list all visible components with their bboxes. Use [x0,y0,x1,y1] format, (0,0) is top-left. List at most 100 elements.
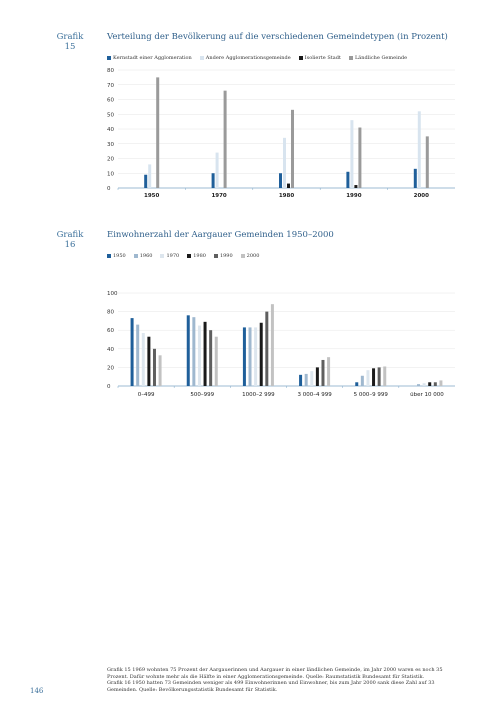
chart2-bar [321,359,325,386]
chart2-bar [377,367,381,386]
chart1-y-tick-label: 0 [107,186,111,192]
chart2-bar [152,348,156,386]
chart2-category-label: 0–499 [138,392,155,398]
chart1-legend: Kernstadt einer Agglomeration Andere Agg… [107,55,407,61]
chart1-y-tick-label: 50 [107,112,114,118]
chart2-y-tick-label: 40 [107,347,114,353]
chart2-bar [130,318,134,386]
chart1-y-tick-label: 40 [107,127,114,133]
figure-caption: Grafik 15 1969 wohnten 75 Prozent der Aa… [107,667,457,693]
chart2-bar [383,366,387,386]
chart1-y-tick-label: 10 [107,171,114,177]
chart2-bar [147,336,151,386]
chart1-legend-item: Isolierte Stadt [298,55,341,61]
grafik-15-label: Grafik 15 [56,32,84,52]
chart1-bar [291,109,294,188]
chart1-legend-swatch-2 [298,56,303,60]
chart2-legend-item: 1970 [160,253,179,259]
caption-grafik-15: Grafik 15 1969 wohnten 75 Prozent der Aa… [107,667,443,680]
chart2-y-tick-label: 60 [107,328,114,334]
chart2-category-label: über 10 000 [410,392,444,398]
chart2-bar [360,375,364,386]
chart1-bar [211,173,215,188]
chart2-bar [327,357,331,386]
chart1-y-tick-label: 60 [107,98,114,104]
chart2-bar [141,332,145,386]
grafik-16-label: Grafik 16 [56,230,84,250]
chart1-legend-item: Kernstadt einer Agglomeration [107,55,192,61]
chart2-y-tick-label: 80 [107,310,114,316]
chart1-category-label: 1950 [144,193,159,199]
chart1-legend-label: Andere Agglomerationsgemeinde [205,55,291,61]
chart2-bar [433,382,437,386]
chart1-bar [413,168,417,188]
chart1-bar [223,90,227,188]
chart1-category-label: 2000 [414,193,429,199]
chart2-y-tick-label: 100 [107,291,118,297]
chart1-y-tick-label: 20 [107,157,114,163]
chart2-bar [428,382,432,386]
chart1-y-tick-label: 80 [107,68,114,74]
chart2-bar [214,336,218,386]
chart2-legend-swatch-1 [133,254,138,258]
chart2-category-label: 1000–2 999 [242,392,275,398]
chart2-legend-label: 2000 [246,253,260,259]
chart1-legend-label: Isolierte Stadt [304,55,341,61]
chart2-bar [304,373,308,386]
chart2-legend-swatch-4 [213,254,218,258]
chart2-bar [310,371,314,386]
chart1-y-tick-label: 70 [107,83,114,89]
chart1-category-label: 1970 [211,193,226,199]
chart2-legend-label: 1980 [193,253,206,259]
chart1-bar [215,152,219,188]
page-number: 146 [30,687,44,695]
chart2-bar [366,370,370,386]
chart2-legend: 1950 1960 1970 1980 1990 2000 [107,253,259,259]
chart1-category-label: 1990 [346,193,361,199]
chart2-bar [422,383,426,386]
chart2-bar [186,315,190,386]
chart1-bar [417,111,421,188]
chart1-bar [350,120,354,188]
chart2-bar [259,322,263,386]
chart2-category-label: 500–999 [190,392,214,398]
chart1-legend-label: Kernstadt einer Agglomeration [113,55,192,61]
chart2-legend-label: 1950 [113,253,126,259]
chart2-bar [372,368,376,386]
chart2-bar [136,324,140,386]
chart2-category-label: 3 000–4 999 [297,392,332,398]
chart2-bar [158,355,162,386]
chart1-bar [144,174,148,188]
caption-grafik-16: Grafik 16 1950 hatten 73 Gemeinden wenig… [107,680,435,693]
chart1-legend-swatch-0 [107,56,111,60]
chart2-bar [270,304,274,386]
chart1-bar [358,127,362,188]
chart2-bar [439,380,443,386]
chart2-legend-swatch-0 [107,254,111,258]
chart2-legend-label: 1990 [219,253,233,259]
chart2-bar [417,384,421,386]
chart2-bar [265,311,269,386]
chart2-bar [315,367,319,386]
chart2-bar [192,317,196,386]
chart2-title: Einwohnerzahl der Aargauer Gemeinden 195… [107,230,334,240]
chart2-legend-item: 1960 [133,253,152,259]
chart2-bar [242,327,246,386]
chart1-y-tick-label: 30 [107,142,114,148]
chart2-legend-swatch-5 [240,254,245,258]
chart2-bar [299,374,303,386]
chart1-category-label: 1980 [279,193,294,199]
chart2-y-tick-label: 0 [107,384,111,390]
chart2-y-tick-label: 20 [107,365,114,371]
chart2-bar [203,321,207,386]
chart1-bar [279,173,282,188]
chart1-legend-swatch-1 [199,56,204,60]
chart2-bar [248,327,252,386]
chart2-legend-item: 1980 [187,253,206,259]
chart1-title: Verteilung der Bevölkerung auf die versc… [107,32,448,42]
chart2-legend-label: 1970 [166,253,180,259]
chart2-legend-swatch-2 [160,254,165,258]
chart1-bar [283,137,286,188]
chart2-bar [254,327,258,386]
